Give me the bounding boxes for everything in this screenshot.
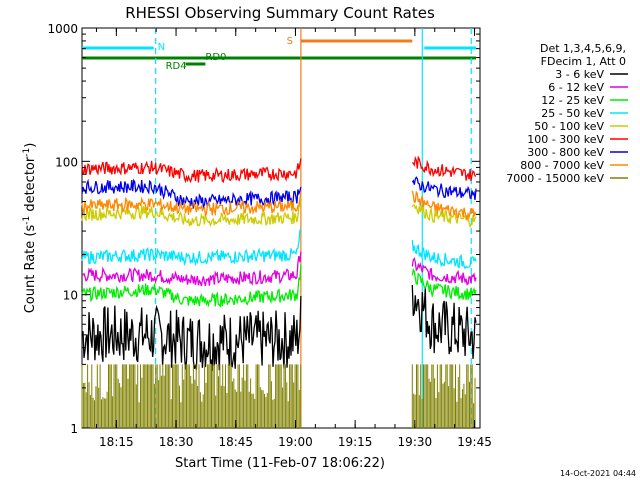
series-line [81,264,302,308]
legend-label: 12 - 25 keV [541,94,604,107]
x-tick-label: 19:30 [398,435,433,449]
series-line [411,155,477,182]
instrument-flags: N S RD0 RD4 [82,36,477,72]
series-line [81,158,302,184]
series-line [81,194,302,228]
flag-label-rd0: RD0 [205,52,226,63]
legend-header: FDecim 1, Att 0 [541,55,626,68]
series-line [411,284,477,359]
axes: 1 10 100 1000 18:15 18:30 18:45 19:00 19:15 19:30… [47,22,491,449]
y-tick-label: 1000 [47,22,78,36]
x-tick-label: 18:45 [218,435,253,449]
legend-label: 800 - 7000 keV [520,159,604,172]
flag-label-rd4: RD4 [166,61,187,72]
legend: Det 1,3,4,5,6,9,FDecim 1, Att 03 - 6 keV… [506,42,628,185]
legend-label: 3 - 6 keV [555,68,604,81]
y-axis-label: Count Rate (s-1 detector-1) [22,143,38,314]
chart-title: RHESSI Observing Summary Count Rates [125,4,435,22]
x-tick-label: 19:00 [278,435,313,449]
series-line [81,295,302,371]
timestamp: 14-Oct-2021 04:44 [560,469,636,478]
series-line [411,257,477,286]
y-tick-label: 1 [70,422,78,436]
x-tick-label: 18:15 [99,435,134,449]
data-series [81,155,477,428]
legend-label: 25 - 50 keV [541,107,604,120]
y-tick-label: 100 [55,155,78,169]
series-line [411,190,477,222]
series-line [411,176,477,201]
legend-label: 7000 - 15000 keV [506,172,604,185]
legend-label: 6 - 12 keV [548,81,604,94]
legend-label: 50 - 100 keV [534,120,604,133]
x-tick-label: 19:45 [457,435,492,449]
flag-label-s: S [287,36,293,47]
series-line [411,267,477,301]
series-line [81,227,302,267]
legend-label: 300 - 800 keV [527,146,604,159]
x-tick-label: 18:30 [159,435,194,449]
x-axis-label: Start Time (11-Feb-07 18:06:22) [175,456,385,471]
legend-header: Det 1,3,4,5,6,9, [540,42,626,55]
y-tick-label: 10 [63,289,78,303]
series-line [81,192,302,217]
x-tick-label: 19:15 [338,435,373,449]
series-line [411,364,476,428]
series-line [82,251,302,287]
series-line [81,364,302,428]
flag-label-n: N [158,42,165,53]
series-line [411,240,477,270]
event-markers [155,28,472,428]
legend-label: 100 - 300 keV [527,133,604,146]
